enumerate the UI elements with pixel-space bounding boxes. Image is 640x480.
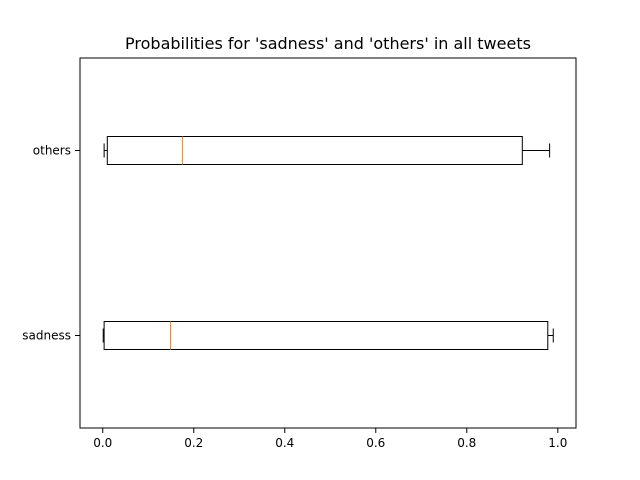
chart-title: Probabilities for 'sadness' and 'others'… <box>125 34 531 53</box>
y-tick-label-sadness: sadness <box>22 329 71 343</box>
plot-area: 0.0 0.2 0.4 0.6 0.8 1.0 sadness others <box>22 136 567 450</box>
axes-frame <box>79 57 577 429</box>
x-tick-label: 0.4 <box>275 436 294 450</box>
box-others <box>106 136 523 165</box>
x-tick-label: 0.8 <box>457 436 476 450</box>
x-tick-label: 1.0 <box>548 436 567 450</box>
x-tick-label: 0.0 <box>93 436 112 450</box>
box-sadness <box>103 321 549 350</box>
y-tick-label-others: others <box>33 144 71 158</box>
x-tick-label: 0.6 <box>366 436 385 450</box>
x-tick-label: 0.2 <box>184 436 203 450</box>
